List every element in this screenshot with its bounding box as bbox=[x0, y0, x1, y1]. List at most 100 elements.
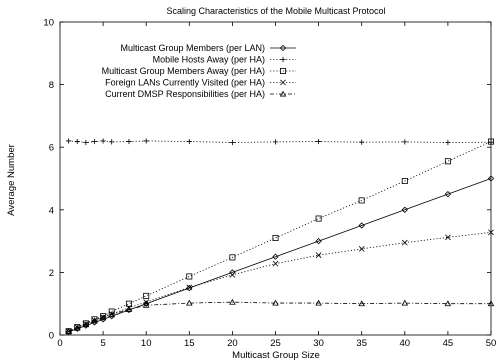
point-cross bbox=[401, 239, 408, 246]
plot-layer: 0 5 10 15 20 25 30 35 40 45 50 0 2 4 6 8 10 Multicast Gro… bbox=[43, 18, 496, 350]
point-triangle bbox=[91, 317, 98, 324]
y-tick-label: 4 bbox=[49, 205, 54, 216]
point-triangle bbox=[108, 311, 115, 318]
x-tick-label: 20 bbox=[227, 338, 238, 349]
point-plus bbox=[91, 138, 98, 145]
legend-label: Multicast Group Members Away (per HA) bbox=[102, 66, 265, 76]
point-plus bbox=[126, 138, 132, 145]
point-diamond bbox=[487, 175, 495, 182]
series-line bbox=[68, 231, 492, 332]
point-triangle bbox=[272, 299, 279, 306]
point-triangle bbox=[99, 314, 107, 321]
point-square bbox=[279, 68, 286, 75]
x-tick-label: 25 bbox=[270, 338, 281, 349]
y-tick-label: 6 bbox=[49, 143, 54, 154]
point-square bbox=[315, 215, 322, 222]
legend-label: Mobile Hosts Away (per HA) bbox=[153, 55, 265, 65]
legend-label: Multicast Group Members (per LAN) bbox=[120, 43, 265, 53]
point-plus bbox=[143, 138, 149, 144]
point-diamond bbox=[272, 253, 279, 260]
point-square bbox=[229, 254, 236, 261]
point-cross bbox=[272, 260, 279, 267]
y-axis-label: Average Number bbox=[6, 144, 17, 216]
point-plus bbox=[100, 138, 106, 144]
series-1 bbox=[65, 175, 495, 336]
x-tick-label: 40 bbox=[400, 338, 411, 349]
legend: Multicast Group Members (per LAN) Mobile … bbox=[102, 43, 296, 99]
y-tick-label: 8 bbox=[49, 80, 54, 91]
point-square bbox=[143, 292, 150, 299]
point-triangle bbox=[444, 300, 452, 307]
point-triangle bbox=[73, 324, 81, 331]
point-plus bbox=[402, 139, 408, 145]
point-triangle bbox=[142, 301, 150, 308]
point-plus bbox=[109, 139, 115, 145]
x-tick-label: 45 bbox=[443, 338, 454, 349]
point-square bbox=[272, 234, 279, 241]
x-axis-label: Multicast Group Size bbox=[232, 350, 320, 361]
point-cross bbox=[445, 234, 451, 241]
point-cross bbox=[229, 272, 236, 278]
legend-label: Foreign LANs Currently Visited (per HA) bbox=[105, 78, 265, 88]
point-square bbox=[91, 316, 98, 323]
point-triangle bbox=[229, 298, 236, 305]
point-plus bbox=[186, 138, 192, 145]
point-diamond bbox=[444, 190, 452, 198]
point-diamond bbox=[401, 206, 408, 213]
point-plus bbox=[280, 56, 286, 63]
series-2 bbox=[66, 138, 494, 146]
point-triangle bbox=[487, 300, 495, 307]
point-diamond bbox=[186, 284, 193, 292]
point-triangle bbox=[401, 299, 409, 306]
point-plus bbox=[445, 139, 451, 146]
point-plus bbox=[272, 139, 279, 145]
point-plus bbox=[66, 138, 72, 144]
series-3 bbox=[65, 138, 494, 335]
x-tick-label: 0 bbox=[57, 338, 62, 349]
point-cross bbox=[315, 252, 322, 259]
point-square bbox=[444, 158, 451, 165]
point-cross bbox=[186, 284, 193, 291]
point-plus bbox=[359, 139, 365, 145]
point-triangle bbox=[125, 305, 133, 312]
point-diamond bbox=[358, 222, 365, 229]
series-4 bbox=[65, 229, 494, 335]
series-5 bbox=[65, 298, 495, 334]
point-square bbox=[401, 178, 408, 185]
point-square bbox=[487, 138, 494, 145]
x-tick-label: 10 bbox=[141, 338, 152, 349]
point-cross bbox=[358, 246, 365, 252]
point-triangle bbox=[279, 90, 287, 97]
point-square bbox=[100, 313, 107, 320]
series-line bbox=[68, 178, 492, 333]
point-triangle bbox=[186, 299, 193, 306]
point-square bbox=[186, 273, 193, 280]
x-tick-label: 30 bbox=[313, 338, 324, 349]
y-tick-label: 2 bbox=[49, 268, 54, 279]
point-triangle bbox=[358, 300, 365, 307]
legend-label: Current DMSP Responsibilities (per HA) bbox=[105, 89, 265, 99]
x-tick-label: 5 bbox=[100, 338, 105, 349]
point-triangle bbox=[65, 327, 72, 334]
point-plus bbox=[83, 139, 89, 146]
chart-title: Scaling Characteristics of the Mobile Mu… bbox=[166, 6, 385, 16]
point-cross bbox=[280, 79, 286, 86]
point-plus bbox=[316, 138, 322, 145]
y-tick-label: 0 bbox=[49, 331, 54, 342]
series-line bbox=[68, 140, 492, 143]
point-triangle bbox=[315, 299, 322, 306]
point-cross bbox=[488, 229, 494, 236]
x-tick-label: 15 bbox=[184, 338, 195, 349]
point-triangle bbox=[82, 321, 90, 328]
y-tick-label: 10 bbox=[43, 18, 54, 29]
point-diamond bbox=[279, 44, 287, 52]
x-tick-label: 35 bbox=[356, 338, 367, 349]
point-diamond bbox=[315, 237, 322, 245]
series-line bbox=[68, 141, 492, 332]
point-plus bbox=[74, 138, 80, 145]
point-square bbox=[358, 197, 365, 204]
point-plus bbox=[229, 139, 235, 146]
x-tick-label: 50 bbox=[486, 338, 496, 349]
